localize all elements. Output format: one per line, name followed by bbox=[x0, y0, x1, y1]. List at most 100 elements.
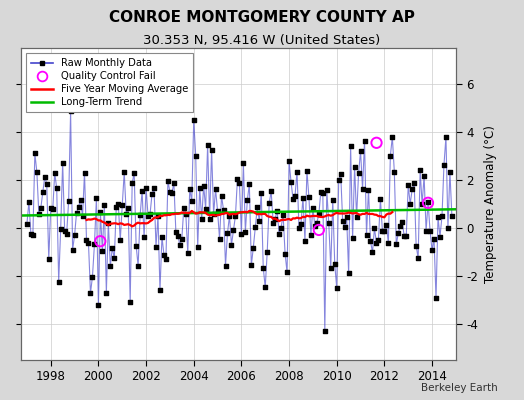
Point bbox=[88, 274, 96, 280]
Point bbox=[295, 225, 303, 231]
Point bbox=[203, 142, 212, 148]
Point bbox=[319, 190, 327, 196]
Point bbox=[195, 184, 204, 191]
Point bbox=[303, 168, 311, 174]
Point bbox=[444, 225, 452, 231]
Point bbox=[59, 160, 67, 166]
Point bbox=[380, 228, 389, 234]
Point bbox=[247, 262, 256, 268]
Point bbox=[398, 219, 407, 225]
Point bbox=[265, 200, 274, 206]
Text: Berkeley Earth: Berkeley Earth bbox=[421, 383, 498, 393]
Point bbox=[225, 213, 234, 219]
Point bbox=[221, 262, 230, 269]
Point bbox=[132, 242, 140, 249]
Point bbox=[78, 213, 86, 220]
Point bbox=[326, 265, 335, 271]
Point bbox=[422, 228, 430, 234]
Point bbox=[245, 181, 254, 188]
Point bbox=[281, 250, 289, 257]
Point bbox=[356, 148, 365, 154]
Point bbox=[402, 233, 410, 240]
Point bbox=[50, 170, 59, 176]
Point bbox=[168, 190, 176, 196]
Point bbox=[160, 252, 168, 258]
Point bbox=[396, 222, 405, 229]
Point bbox=[142, 185, 150, 191]
Point bbox=[110, 255, 118, 262]
Point bbox=[213, 208, 222, 214]
Point bbox=[200, 182, 208, 189]
Point bbox=[37, 205, 45, 211]
Point bbox=[108, 244, 116, 251]
Point bbox=[321, 328, 329, 334]
Point bbox=[116, 237, 124, 244]
Point bbox=[410, 180, 418, 186]
Point bbox=[144, 213, 152, 219]
Point bbox=[324, 220, 333, 227]
Point bbox=[344, 270, 353, 276]
Point bbox=[185, 186, 194, 192]
Point bbox=[172, 228, 180, 235]
Point bbox=[257, 190, 266, 196]
Point bbox=[201, 206, 210, 212]
Point bbox=[220, 207, 228, 213]
Point bbox=[233, 176, 242, 182]
Point bbox=[376, 196, 385, 202]
Point bbox=[305, 194, 313, 200]
Point bbox=[430, 236, 438, 242]
Point bbox=[334, 176, 343, 183]
Point bbox=[163, 178, 172, 184]
Point bbox=[285, 158, 293, 164]
Point bbox=[94, 302, 103, 308]
Point bbox=[418, 201, 427, 208]
Point bbox=[208, 147, 216, 153]
Point bbox=[45, 256, 53, 262]
Point bbox=[217, 193, 226, 199]
Point bbox=[96, 238, 104, 244]
Point bbox=[323, 187, 331, 194]
Point bbox=[104, 220, 113, 226]
Text: 30.353 N, 95.416 W (United States): 30.353 N, 95.416 W (United States) bbox=[144, 34, 380, 47]
Point bbox=[424, 199, 432, 206]
Point bbox=[138, 188, 146, 194]
Point bbox=[211, 186, 220, 192]
Point bbox=[35, 211, 43, 217]
Y-axis label: Temperature Anomaly (°C): Temperature Anomaly (°C) bbox=[484, 125, 497, 283]
Point bbox=[223, 230, 232, 236]
Point bbox=[112, 204, 121, 210]
Point bbox=[25, 198, 33, 205]
Point bbox=[122, 210, 130, 217]
Point bbox=[446, 169, 454, 175]
Point bbox=[64, 198, 73, 204]
Point bbox=[255, 218, 264, 224]
Point bbox=[390, 168, 399, 175]
Point bbox=[170, 180, 178, 186]
Point bbox=[382, 222, 390, 228]
Point bbox=[150, 185, 158, 191]
Point bbox=[82, 236, 91, 243]
Point bbox=[134, 263, 143, 269]
Point bbox=[311, 223, 319, 230]
Point bbox=[277, 224, 285, 231]
Point bbox=[436, 233, 444, 240]
Point bbox=[307, 232, 315, 238]
Point bbox=[279, 212, 287, 218]
Point bbox=[31, 150, 39, 157]
Point bbox=[166, 189, 174, 195]
Point bbox=[269, 220, 277, 226]
Point bbox=[404, 182, 412, 189]
Point bbox=[239, 160, 247, 166]
Point bbox=[140, 234, 148, 240]
Point bbox=[114, 201, 123, 207]
Point bbox=[27, 231, 35, 237]
Point bbox=[271, 216, 279, 222]
Point bbox=[339, 218, 347, 225]
Point bbox=[346, 143, 355, 150]
Point bbox=[29, 232, 37, 238]
Point bbox=[416, 167, 424, 174]
Point bbox=[205, 216, 214, 222]
Point bbox=[86, 290, 95, 296]
Point bbox=[297, 220, 305, 227]
Point bbox=[333, 285, 341, 291]
